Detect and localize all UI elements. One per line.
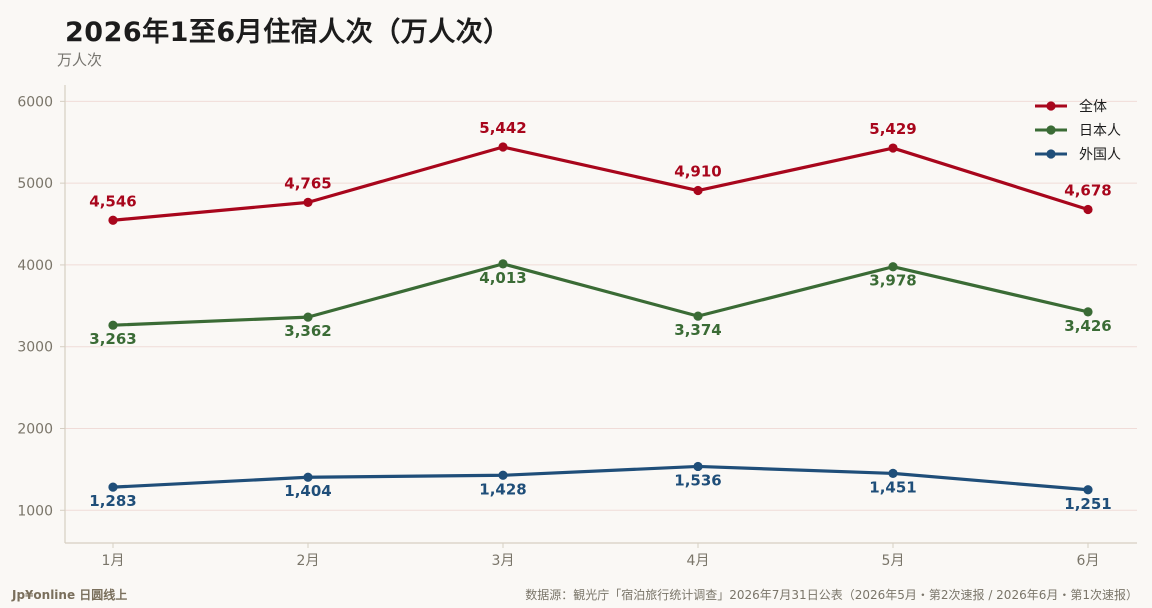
legend-swatch-marker [1046, 149, 1056, 159]
data-label: 3,978 [869, 272, 916, 290]
y-tick-label: 3000 [17, 340, 53, 356]
data-label: 1,451 [869, 478, 916, 496]
x-tick-label: 2月 [297, 553, 320, 569]
grid-layer [65, 100, 1137, 511]
y-tick-label: 1000 [17, 503, 53, 519]
series-line-全体 [111, 145, 1090, 222]
y-tick-label: 5000 [17, 176, 53, 192]
data-label-layer: 4,546 4,765 5,442 4,910 5,429 4,678 3,263 3,362… [89, 119, 1111, 513]
data-label: 1,251 [1064, 495, 1111, 513]
data-point [303, 197, 313, 207]
data-point [1083, 204, 1093, 215]
legend-label: 全体 [1079, 98, 1107, 115]
brand-logo-text: Jp¥online 日圆线上 [12, 588, 128, 602]
data-point [888, 468, 898, 479]
data-label: 3,263 [89, 330, 136, 348]
data-label: 5,429 [869, 120, 916, 138]
series-line-外国人 [111, 464, 1090, 492]
axis-layer: 1000 2000 3000 4000 5000 6000 1月 2月 3月 4月 5月 6月 [17, 85, 1137, 569]
legend-label: 日本人 [1079, 123, 1121, 139]
data-point [108, 482, 118, 492]
data-label: 4,765 [284, 174, 331, 192]
data-point [693, 185, 703, 196]
data-label: 1,428 [479, 480, 526, 498]
data-point [498, 470, 508, 480]
data-source-note: 数据源：観光庁「宿泊旅行统计调查」2026年7月31日公表（2026年5月・第2… [525, 588, 1138, 602]
data-label: 3,362 [284, 322, 331, 340]
series-layer [108, 142, 1093, 495]
y-tick-label: 2000 [17, 422, 53, 438]
data-label: 1,283 [89, 492, 136, 510]
series-line-日本人 [111, 262, 1090, 327]
data-label: 4,678 [1064, 181, 1111, 199]
x-tick-label: 1月 [102, 553, 125, 569]
data-point [498, 142, 508, 152]
data-label: 3,426 [1064, 317, 1111, 335]
data-point [888, 262, 898, 272]
y-unit-label: 万人次 [57, 51, 103, 69]
data-label: 4,546 [89, 192, 136, 210]
data-point [303, 312, 313, 322]
data-point [108, 320, 118, 330]
data-label: 1,404 [284, 482, 331, 500]
y-tick-label: 4000 [17, 258, 53, 274]
data-point [1083, 307, 1093, 317]
data-label: 4,013 [479, 269, 526, 287]
x-tick-label: 6月 [1077, 553, 1100, 569]
x-tick-label: 3月 [492, 553, 515, 569]
x-tick-label: 5月 [882, 553, 905, 569]
data-label: 1,536 [674, 471, 721, 489]
data-point [498, 259, 508, 269]
data-point [888, 143, 898, 153]
data-label: 4,910 [674, 163, 721, 181]
y-tick-label: 6000 [17, 94, 53, 110]
data-label: 5,442 [479, 119, 526, 137]
legend-swatch-marker [1046, 125, 1056, 135]
data-label: 3,374 [674, 321, 721, 339]
data-point [693, 461, 703, 472]
chart-title: 2026年1至6月住宿人次（万人次） [65, 17, 511, 48]
data-point [108, 215, 118, 225]
x-tick-label: 4月 [687, 553, 710, 569]
legend-label: 外国人 [1079, 147, 1121, 163]
data-point [303, 472, 313, 482]
legend-swatch-marker [1046, 101, 1056, 111]
data-point [1083, 485, 1093, 495]
data-point [693, 311, 703, 321]
